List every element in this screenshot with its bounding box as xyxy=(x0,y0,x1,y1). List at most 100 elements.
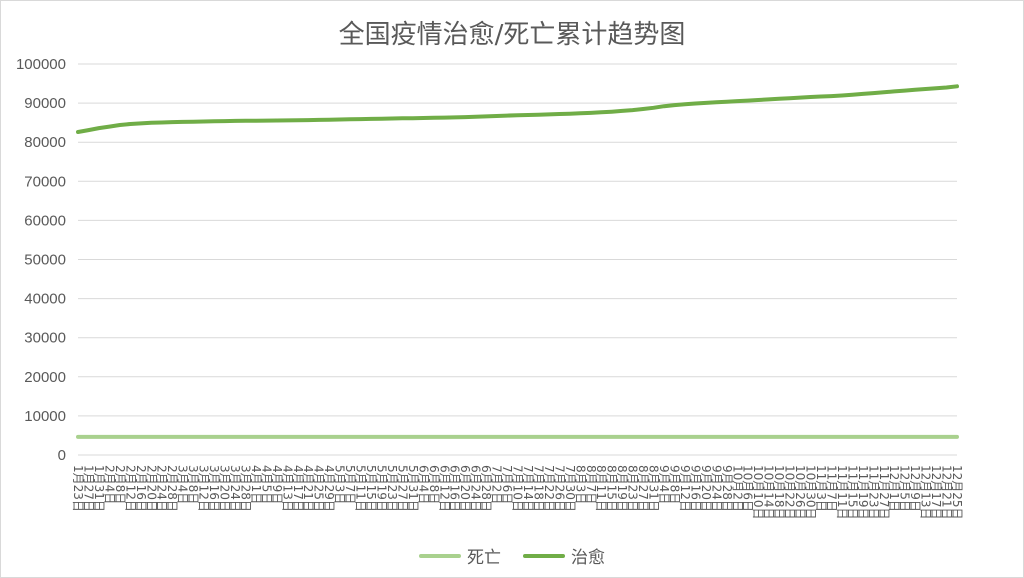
x-tick-label: 4月13日 xyxy=(280,465,294,512)
x-tick-label: 3月24日 xyxy=(228,465,242,512)
x-tick-label: 6月16日 xyxy=(448,465,462,512)
x-tick-label: 4月9日 xyxy=(270,465,284,504)
x-tick-label: 7月18日 xyxy=(531,465,545,512)
x-tick-label: 5月3日 xyxy=(333,465,347,504)
x-tick-label: 7月14日 xyxy=(521,465,535,512)
x-tick-label: 4月29日 xyxy=(322,465,336,512)
x-tick-label: 9月28日 xyxy=(720,465,734,512)
x-tick-label: 12月21日 xyxy=(940,465,954,520)
x-tick-label: 3月8日 xyxy=(186,465,200,504)
y-tick-label: 0 xyxy=(58,447,66,464)
x-tick-label: 4月1日 xyxy=(249,465,263,504)
x-tick-label: 8月23日 xyxy=(626,465,640,512)
x-tick-label: 6月28日 xyxy=(479,465,493,512)
x-tick-label: 10月26日 xyxy=(793,465,807,520)
x-tick-label: 5月31日 xyxy=(406,465,420,512)
x-tick-label: 9月12日 xyxy=(678,465,692,512)
x-tick-label: 5月15日 xyxy=(364,465,378,512)
y-axis: 0 10000 20000 30000 40000 50000 60000 70000 8000… xyxy=(16,56,66,464)
x-tick-label: 9月24日 xyxy=(709,465,723,512)
y-tick-label: 80000 xyxy=(24,134,66,151)
y-tick-label: 50000 xyxy=(24,252,66,269)
y-tick-label: 70000 xyxy=(24,173,66,190)
x-tick-label: 12月17日 xyxy=(929,465,943,520)
x-tick-label: 6月24日 xyxy=(469,465,483,512)
x-tick-label: 11月15日 xyxy=(845,465,859,520)
x-tick-label: 7月6日 xyxy=(500,465,514,504)
legend-label: 治愈 xyxy=(571,548,605,568)
x-tick-label: 12月5日 xyxy=(898,465,912,512)
x-tick-label: 11月11日 xyxy=(835,465,849,520)
x-tick-label: 1月27日 xyxy=(81,465,95,512)
x-tick-label: 7月10日 xyxy=(511,465,525,512)
x-tick-label: 6月8日 xyxy=(427,465,441,504)
x-tick-label: 4月25日 xyxy=(312,465,326,512)
x-tick-label: 10月14日 xyxy=(762,465,776,520)
x-tick-label: 5月11日 xyxy=(354,465,368,512)
x-tick-label: 6月4日 xyxy=(416,465,430,504)
x-tick-label: 4月21日 xyxy=(301,465,315,512)
x-tick-label: 6月20日 xyxy=(458,465,472,512)
x-tick-label: 10月18日 xyxy=(772,465,786,520)
y-tick-label: 40000 xyxy=(24,291,66,308)
x-tick-label: 10月30日 xyxy=(804,465,818,520)
x-tick-label: 10月6日 xyxy=(741,465,755,512)
x-tick-label: 2月20日 xyxy=(144,465,158,512)
x-tick-label: 6月12日 xyxy=(437,465,451,512)
y-tick-label: 90000 xyxy=(24,95,66,112)
x-tick-label: 12月9日 xyxy=(908,465,922,512)
series-lines xyxy=(76,84,959,439)
x-tick-label: 2月8日 xyxy=(113,465,127,504)
x-tick-label: 8月15日 xyxy=(605,465,619,512)
x-tick-label: 3月28日 xyxy=(238,465,252,512)
x-tick-label: 9月8日 xyxy=(667,465,681,504)
x-tick-label: 11月23日 xyxy=(866,465,880,520)
gridlines xyxy=(78,63,957,456)
x-tick-label: 8月7日 xyxy=(584,465,598,504)
x-tick-label: 12月1日 xyxy=(887,465,901,512)
x-tick-label: 10月10日 xyxy=(751,465,765,520)
y-tick-label: 60000 xyxy=(24,212,66,229)
x-tick-label: 9月16日 xyxy=(688,465,702,512)
y-tick-label: 20000 xyxy=(24,369,66,386)
x-tick-label: 3月20日 xyxy=(218,465,232,512)
x-tick-label: 11月19日 xyxy=(856,465,870,520)
x-tick-label: 2月24日 xyxy=(155,465,169,512)
legend-swatch xyxy=(419,553,461,558)
x-tick-label: 3月4日 xyxy=(176,465,190,504)
x-tick-label: 8月31日 xyxy=(647,465,661,512)
y-tick-label: 10000 xyxy=(24,408,66,425)
x-tick-label: 5月7日 xyxy=(343,465,357,504)
x-tick-label: 1月23日 xyxy=(71,465,85,512)
x-tick-label: 7月2日 xyxy=(490,465,504,504)
legend-item: 治愈 xyxy=(523,543,605,568)
series-line-治愈 xyxy=(76,84,959,134)
x-tick-label: 12月13日 xyxy=(919,465,933,520)
x-tick-label: 9月20日 xyxy=(699,465,713,512)
x-tick-label: 5月27日 xyxy=(395,465,409,512)
x-tick-label: 4月5日 xyxy=(259,465,273,504)
x-tick-label: 7月26日 xyxy=(552,465,566,512)
y-tick-label: 100000 xyxy=(16,56,66,73)
x-tick-label: 8月11日 xyxy=(594,465,608,512)
x-tick-label: 9月4日 xyxy=(657,465,671,504)
x-tick-label: 12月25日 xyxy=(950,465,964,520)
x-tick-label: 1月31日 xyxy=(92,465,106,512)
x-tick-label: 10月2日 xyxy=(730,465,744,512)
x-axis: 1月23日1月27日1月31日2月4日2月8日2月12日2月16日2月20日2月… xyxy=(71,465,964,520)
x-tick-label: 11月27日 xyxy=(877,465,891,520)
x-tick-label: 11月3日 xyxy=(814,465,828,512)
x-tick-label: 7月30日 xyxy=(563,465,577,512)
x-tick-label: 11月7日 xyxy=(824,465,838,512)
chart-title: 全国疫情治愈/死亡累计趋势图 xyxy=(338,20,686,50)
x-tick-label: 2月28日 xyxy=(165,465,179,512)
legend-item: 死亡 xyxy=(419,543,501,568)
x-tick-label: 10月22日 xyxy=(783,465,797,520)
x-tick-label: 4月17日 xyxy=(291,465,305,512)
legend: 死亡 治愈 xyxy=(0,543,1024,568)
x-tick-label: 7月22日 xyxy=(542,465,556,512)
x-tick-label: 5月19日 xyxy=(374,465,388,512)
x-tick-label: 3月12日 xyxy=(197,465,211,512)
x-tick-label: 3月16日 xyxy=(207,465,221,512)
y-tick-label: 30000 xyxy=(24,330,66,347)
